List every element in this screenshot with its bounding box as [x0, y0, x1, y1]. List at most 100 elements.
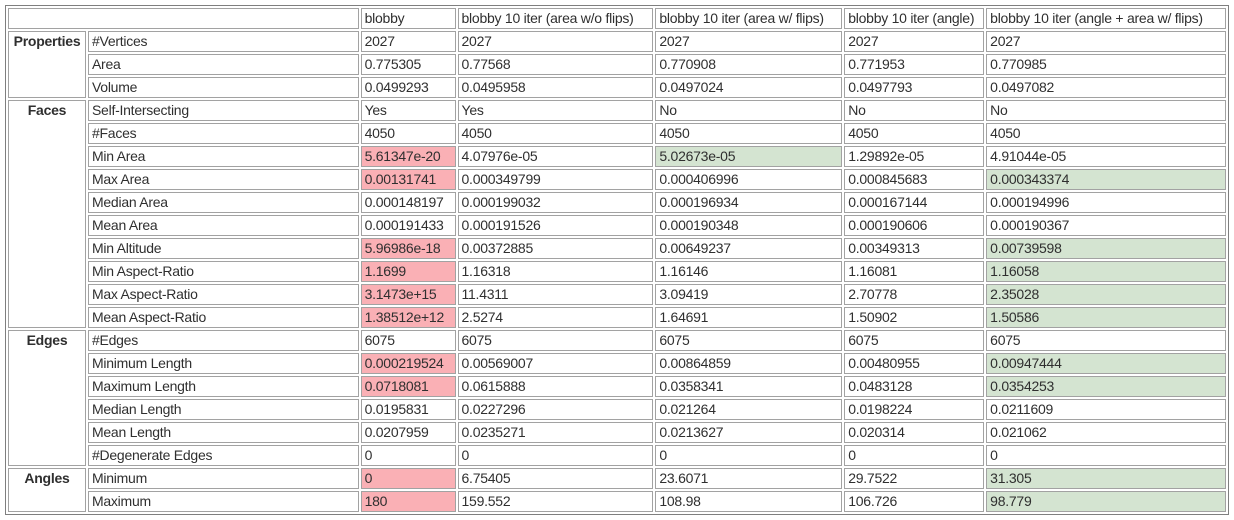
property-name-cell: Min Aspect-Ratio	[87, 261, 359, 282]
table-row: Volume 0.0499293 0.0495958 0.0497024 0.04977…	[8, 77, 1226, 98]
value-cell: 0.000190348	[655, 215, 843, 236]
table-row: Median Area 0.000148197 0.000199032 0.00019…	[8, 192, 1226, 213]
value-cell: 1.16146	[655, 261, 843, 282]
property-name-cell: #Vertices	[87, 31, 359, 52]
property-name-cell: #Degenerate Edges	[87, 445, 359, 466]
table-row: Min Area 5.61347e-20 4.07976e-05 5.02673e-0…	[8, 146, 1226, 167]
value-cell: 0.0227296	[457, 399, 654, 420]
value-cell: 0.0195831	[360, 399, 456, 420]
value-cell: 0.020314	[844, 422, 985, 443]
value-cell: Yes	[457, 100, 654, 121]
value-cell: 0	[655, 445, 843, 466]
value-cell: 0.000191433	[360, 215, 456, 236]
value-cell: 23.6071	[655, 468, 843, 489]
value-cell: 0.77568	[457, 54, 654, 75]
property-name-cell: Mean Area	[87, 215, 359, 236]
value-cell: 0.00131741	[360, 169, 456, 190]
value-cell: 4.07976e-05	[457, 146, 654, 167]
table-row: Minimum Length 0.000219524 0.00569007 0.008…	[8, 353, 1226, 374]
value-cell: 0.000167144	[844, 192, 985, 213]
value-cell: 0.0615888	[457, 376, 654, 397]
value-cell: 6075	[844, 330, 985, 351]
group-label-properties: Properties	[8, 31, 86, 98]
property-name-cell: Min Altitude	[87, 238, 359, 259]
value-cell: 4050	[655, 123, 843, 144]
mesh-comparison-table: blobby blobby 10 iter (area w/o flips) blo…	[5, 5, 1229, 515]
value-cell: 0	[457, 445, 654, 466]
value-cell: 0.0354253	[986, 376, 1226, 397]
property-name-cell: Maximum	[87, 491, 359, 512]
value-cell: 0.0213627	[655, 422, 843, 443]
value-cell: 0.0495958	[457, 77, 654, 98]
value-cell: 2027	[360, 31, 456, 52]
column-header: blobby 10 iter (area w/o flips)	[457, 8, 654, 29]
value-cell: 0	[986, 445, 1226, 466]
value-cell: 0.00569007	[457, 353, 654, 374]
table-row: Mean Aspect-Ratio 1.38512e+12 2.5274 1.6469…	[8, 307, 1226, 328]
value-cell: 0.00480955	[844, 353, 985, 374]
value-cell: 108.98	[655, 491, 843, 512]
value-cell: 0.0497024	[655, 77, 843, 98]
value-cell: 6.75405	[457, 468, 654, 489]
table-row: Max Aspect-Ratio 3.1473e+15 11.4311 3.09419…	[8, 284, 1226, 305]
value-cell: 2.5274	[457, 307, 654, 328]
table-row: Min Aspect-Ratio 1.1699 1.16318 1.16146 1.16…	[8, 261, 1226, 282]
value-cell: 0.0235271	[457, 422, 654, 443]
value-cell: 0.000196934	[655, 192, 843, 213]
value-cell: 4050	[457, 123, 654, 144]
value-cell: 0.771953	[844, 54, 985, 75]
value-cell: 1.50902	[844, 307, 985, 328]
table-row: Median Length 0.0195831 0.0227296 0.021264 0…	[8, 399, 1226, 420]
value-cell: 0.0358341	[655, 376, 843, 397]
value-cell: 0.000191526	[457, 215, 654, 236]
value-cell: 0.000194996	[986, 192, 1226, 213]
value-cell: 1.1699	[360, 261, 456, 282]
value-cell: 1.50586	[986, 307, 1226, 328]
value-cell: 1.29892e-05	[844, 146, 985, 167]
value-cell: 0.021264	[655, 399, 843, 420]
value-cell: 0.770908	[655, 54, 843, 75]
value-cell: 0.000349799	[457, 169, 654, 190]
value-cell: 0.000343374	[986, 169, 1226, 190]
value-cell: 0.0198224	[844, 399, 985, 420]
value-cell: No	[844, 100, 985, 121]
value-cell: 0.0207959	[360, 422, 456, 443]
table-row: Properties #Vertices 2027 2027 2027 2027 2027	[8, 31, 1226, 98]
value-cell: 0	[844, 445, 985, 466]
group-label-angles: Angles	[8, 468, 86, 512]
table-row: Area 0.775305 0.77568 0.770908 0.771953 0.770…	[8, 54, 1226, 75]
table-row: Max Area 0.00131741 0.000349799 0.000406996…	[8, 169, 1226, 190]
value-cell: 0.000845683	[844, 169, 985, 190]
value-cell: 0.000219524	[360, 353, 456, 374]
value-cell: 1.16081	[844, 261, 985, 282]
value-cell: 11.4311	[457, 284, 654, 305]
value-cell: 0	[360, 445, 456, 466]
table-row: Mean Length 0.0207959 0.0235271 0.0213627 0.…	[8, 422, 1226, 443]
value-cell: 4.91044e-05	[986, 146, 1226, 167]
table-row: Min Altitude 5.96986e-18 0.00372885 0.00649…	[8, 238, 1226, 259]
value-cell: 1.64691	[655, 307, 843, 328]
property-name-cell: Volume	[87, 77, 359, 98]
value-cell: 0	[360, 468, 456, 489]
property-name-cell: Area	[87, 54, 359, 75]
value-cell: 2.70778	[844, 284, 985, 305]
value-cell: 98.779	[986, 491, 1226, 512]
value-cell: 2027	[457, 31, 654, 52]
value-cell: No	[655, 100, 843, 121]
value-cell: 4050	[360, 123, 456, 144]
group-label-edges: Edges	[8, 330, 86, 466]
value-cell: 3.09419	[655, 284, 843, 305]
value-cell: 0.0497793	[844, 77, 985, 98]
value-cell: 1.16058	[986, 261, 1226, 282]
table-row: Angles Minimum 0 6.75405 23.6071 29.7522 31.30…	[8, 468, 1226, 512]
value-cell: 0.00947444	[986, 353, 1226, 374]
value-cell: 0.000190367	[986, 215, 1226, 236]
property-name-cell: Minimum	[87, 468, 359, 489]
table-row: Maximum 180 159.552 108.98 106.726 98.779	[8, 491, 1226, 512]
value-cell: 0.775305	[360, 54, 456, 75]
value-cell: 159.552	[457, 491, 654, 512]
value-cell: No	[986, 100, 1226, 121]
value-cell: 4050	[844, 123, 985, 144]
value-cell: 0.00739598	[986, 238, 1226, 259]
property-name-cell: Mean Length	[87, 422, 359, 443]
